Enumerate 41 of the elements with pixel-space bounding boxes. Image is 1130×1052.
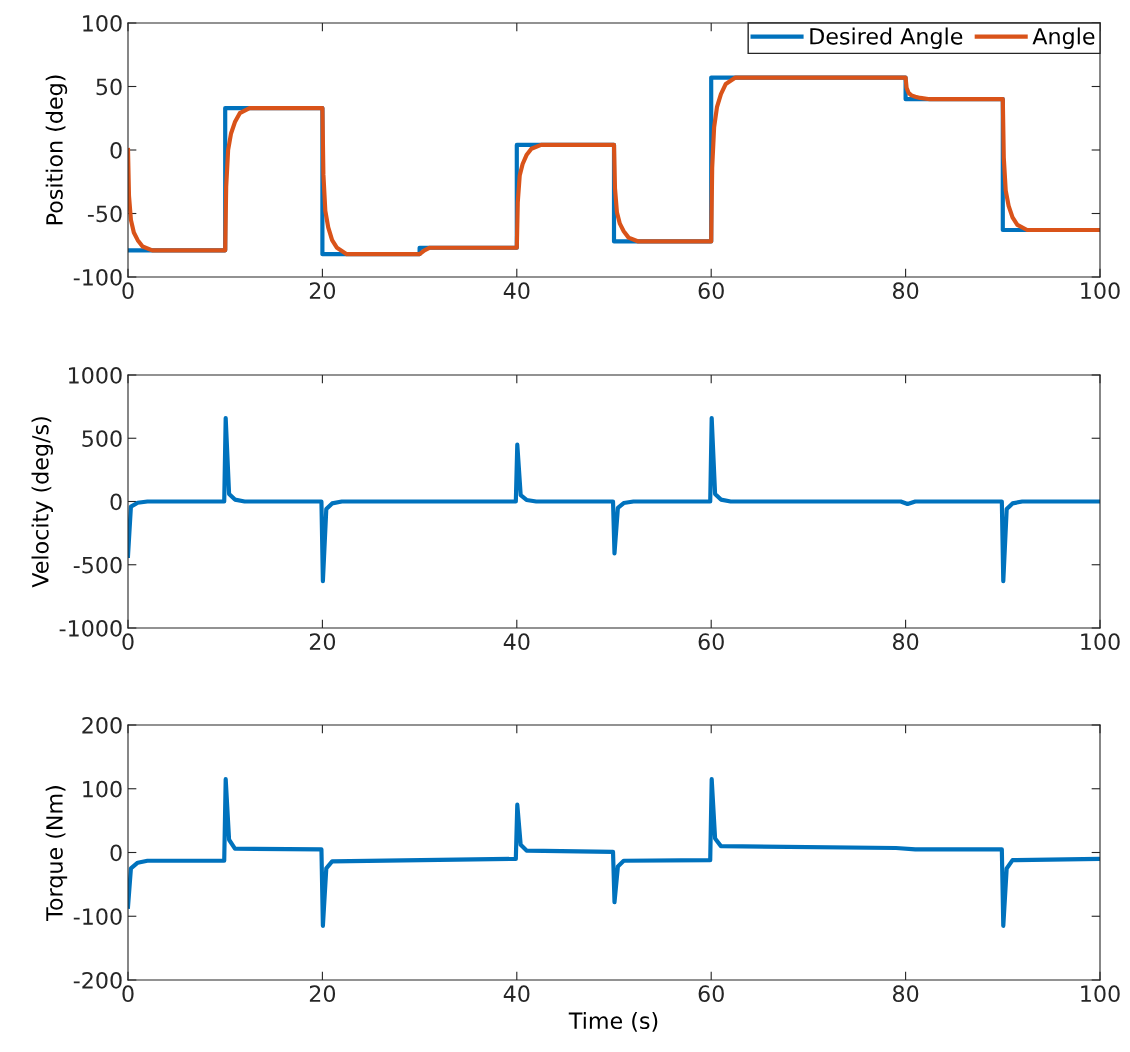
legend-label: Angle — [1032, 27, 1095, 49]
x-tick-label: 20 — [309, 282, 336, 300]
x-tick-label: 20 — [309, 985, 336, 1003]
x-tick-label: 40 — [503, 633, 530, 651]
line-series — [128, 415, 1100, 584]
y-tick-label: 1000 — [69, 366, 122, 384]
y-tick-label: -100 — [73, 268, 122, 286]
x-tick-label: 80 — [892, 282, 919, 300]
x-tick-label: 20 — [309, 633, 336, 651]
y-tick-label: 50 — [96, 78, 122, 96]
x-tick-label: 100 — [1081, 985, 1120, 1003]
x-tick-label: 40 — [503, 985, 530, 1003]
y-tick-label: 100 — [83, 14, 122, 32]
y-tick-label: -100 — [73, 908, 122, 926]
y-tick-label: -500 — [73, 556, 122, 574]
y-tick-label: 500 — [82, 430, 122, 448]
x-tick-label: 0 — [122, 633, 134, 651]
y-axis-title: Position (deg) — [45, 75, 68, 225]
legend-label: Desired Angle — [810, 27, 963, 49]
y-tick-label: -1000 — [59, 619, 122, 637]
y-tick-label: 0 — [110, 141, 122, 159]
y-axis-title: Torque (Nm) — [45, 786, 68, 921]
y-tick-label: -50 — [87, 205, 122, 223]
line-series — [128, 777, 1100, 928]
x-tick-label: 80 — [892, 633, 919, 651]
y-tick-label: 0 — [110, 493, 122, 511]
x-axis-title: Time (s) — [568, 1011, 658, 1032]
x-tick-label: 0 — [122, 282, 134, 300]
x-tick-label: 40 — [503, 282, 530, 300]
x-tick-label: 60 — [698, 282, 724, 300]
x-tick-label: 100 — [1081, 282, 1120, 300]
y-tick-label: 0 — [110, 844, 122, 862]
x-tick-label: 60 — [698, 633, 724, 651]
y-tick-label: -200 — [73, 971, 122, 989]
x-tick-label: 100 — [1081, 633, 1120, 651]
y-axis-title: Velocity (deg/s) — [31, 417, 54, 588]
x-tick-label: 0 — [122, 985, 134, 1003]
y-tick-label: 200 — [82, 716, 122, 734]
x-tick-label: 60 — [698, 985, 724, 1003]
y-tick-label: 100 — [83, 780, 122, 798]
x-tick-label: 80 — [892, 985, 919, 1003]
